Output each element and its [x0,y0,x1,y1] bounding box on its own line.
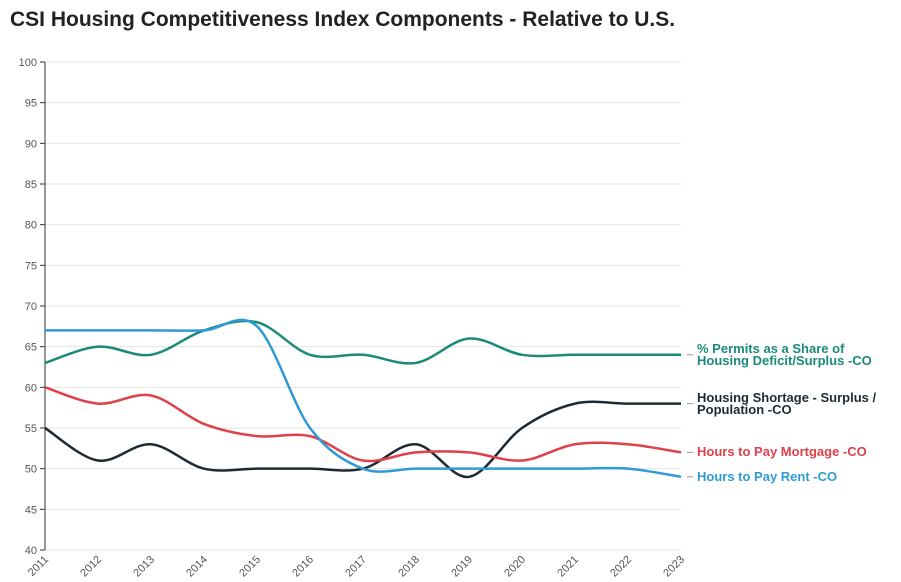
series-line [44,318,682,479]
x-tick-label: 2017 [343,554,369,580]
y-tick-label: 50 [25,464,37,476]
y-tick-label: 75 [25,260,37,272]
y-tick-label: 55 [25,423,37,435]
x-tick-label: 2011 [26,554,51,579]
x-tick-label: 2013 [131,554,157,580]
y-tick-label: 95 [25,98,37,110]
x-tick-label: 2018 [396,554,422,580]
x-tick-label: 2014 [184,554,210,580]
x-tick-label: 2021 [555,554,581,580]
x-tick-label: 2020 [502,554,528,580]
x-tick-label: 2012 [78,554,104,580]
series-label: Housing Shortage - Surplus / Population … [697,389,877,417]
series-line [44,400,681,479]
y-tick-label: 85 [25,179,37,191]
series-label: Hours to Pay Rent -CO [697,468,838,484]
x-tick-label: 2023 [661,554,687,580]
y-tick-label: 90 [25,138,37,150]
x-tick-label: 2016 [290,554,316,580]
y-tick-label: 45 [25,504,37,516]
x-tick-label: 2022 [608,554,634,580]
y-tick-label: 100 [19,57,37,69]
y-tick-label: 40 [25,545,37,557]
y-tick-label: 60 [25,382,37,394]
y-tick-label: 65 [25,342,37,354]
series-line [44,319,681,365]
series-line [44,386,682,463]
x-tick-label: 2019 [449,554,475,580]
series-label: % Permits as a Share of Housing Deficit/… [697,340,872,368]
y-tick-label: 80 [25,220,37,232]
chart-title: CSI Housing Competitiveness Index Compon… [10,8,676,31]
x-tick-label: 2015 [237,554,263,580]
y-tick-label: 70 [25,301,37,313]
series-label: Hours to Pay Mortgage -CO [697,444,867,460]
